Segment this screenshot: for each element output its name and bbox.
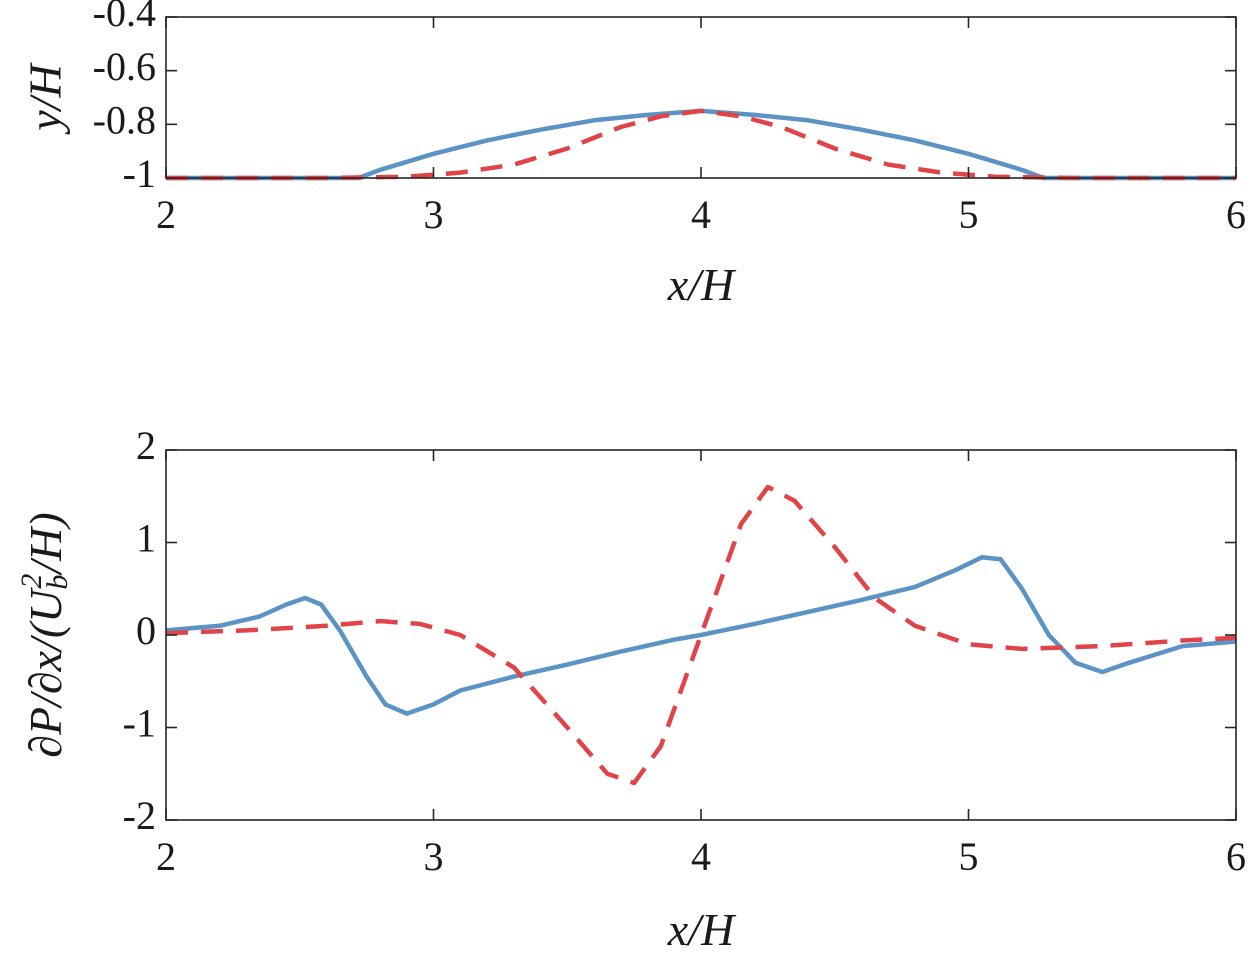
bottom-x-axis-label: x/H: [667, 904, 737, 955]
top-x-tick-label: 4: [691, 192, 711, 237]
bottom-y-tick-label: 0: [136, 608, 156, 653]
top-x-axis-label: x/H: [667, 259, 737, 310]
top-profile-panel: 2 3 4 5 6 -1 -0.8 -0.6 -0.4 x/H y/H: [20, 0, 1246, 310]
top-y-tick-label: -0.4: [93, 0, 156, 35]
top-x-tick-label: 2: [156, 192, 176, 237]
bottom-y-tick-label: -2: [123, 793, 156, 838]
bottom-series-solid-line: [165, 555, 1237, 716]
bottom-series-dashed-line: [165, 484, 1237, 786]
top-series-dashed-line: [166, 108, 1236, 181]
top-y-tick-label: -0.6: [93, 44, 156, 89]
bottom-y-tick-label: 2: [136, 423, 156, 468]
top-x-tick-label: 3: [424, 192, 444, 237]
bottom-x-tick-label: 4: [691, 834, 711, 879]
bottom-y-tick-label: 1: [136, 516, 156, 561]
top-y-tick-label: -1: [123, 151, 156, 196]
bottom-x-tick-label: 3: [424, 834, 444, 879]
top-axes-box: [165, 16, 1237, 179]
top-y-axis-label: y/H: [20, 62, 71, 135]
top-x-tick-label: 5: [959, 192, 979, 237]
bottom-y-tick-label: -1: [123, 701, 156, 746]
bottom-x-tick-label: 6: [1226, 834, 1246, 879]
top-x-tick-label: 6: [1226, 192, 1246, 237]
top-y-tick-label: -0.8: [93, 98, 156, 143]
bottom-y-axis-label: ∂P/∂x/(Ub2/H): [15, 512, 74, 757]
bottom-pressure-gradient-panel: 2 3 4 5 6 -2 -1 0 1 2 x/H ∂P/∂x/(Ub2/H): [15, 423, 1246, 955]
bottom-x-tick-label: 5: [959, 834, 979, 879]
bottom-x-tick-label: 2: [156, 834, 176, 879]
